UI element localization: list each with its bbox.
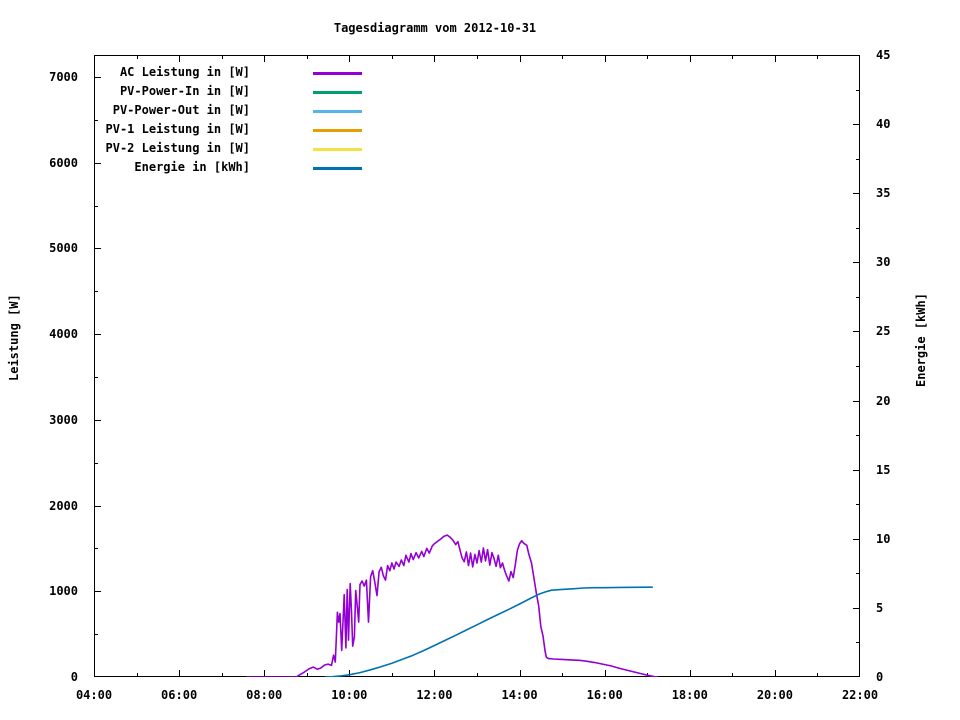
- y-tick-label: 0: [876, 670, 884, 684]
- plot-svg: [94, 55, 861, 678]
- y-tick-label: 4000: [49, 327, 78, 342]
- x-tick-label: 16:00: [586, 688, 623, 702]
- y-tick-label: 20: [876, 393, 891, 408]
- x-tick-label: 18:00: [671, 688, 708, 702]
- legend-line-swatch: [313, 91, 362, 94]
- x-tick-label: 04:00: [75, 688, 113, 702]
- y-tick-label: 25: [876, 324, 891, 339]
- y-tick-label: 2000: [49, 498, 78, 513]
- legend-label: PV-1 Leistung in [W]: [105, 122, 251, 136]
- y-tick-label: 40: [876, 117, 891, 132]
- x-tick-label: 12:00: [416, 688, 453, 702]
- legend-label: AC Leistung in [W]: [119, 65, 250, 79]
- x-tick-label: 14:00: [501, 688, 538, 702]
- chart-title: Tagesdiagramm vom 2012-10-31: [333, 21, 537, 35]
- legend-label: Energie in [kWh]: [134, 160, 250, 174]
- x-tick-label: 22:00: [841, 688, 879, 702]
- y-tick-label: 1000: [49, 584, 78, 599]
- y-tick-label: 0: [70, 670, 78, 684]
- x-tick-label: 08:00: [246, 688, 283, 702]
- y-tick-label: 5: [876, 600, 884, 615]
- legend-line-swatch: [313, 167, 362, 170]
- x-tick-label: 10:00: [331, 688, 368, 702]
- series-line: [324, 586, 653, 678]
- y-tick-label: 15: [876, 462, 891, 477]
- y-tick-label: 6000: [49, 155, 78, 170]
- y-tick-label: 10: [876, 531, 891, 546]
- y-tick-label: 5000: [49, 241, 78, 256]
- y-tick-label: 30: [876, 255, 891, 270]
- y-tick-label: 7000: [49, 70, 78, 85]
- x-tick-label: 20:00: [756, 688, 793, 702]
- legend-line-swatch: [313, 148, 362, 151]
- legend-label: PV-2 Leistung in [W]: [105, 141, 251, 155]
- legend-label: PV-Power-In in [W]: [119, 84, 250, 98]
- plot-area: [94, 55, 861, 678]
- y-tick-label: 45: [876, 48, 891, 62]
- legend-line-swatch: [313, 72, 362, 75]
- legend-line-swatch: [313, 110, 362, 113]
- series-line: [246, 534, 658, 678]
- y-tick-label: 3000: [49, 412, 78, 427]
- y-tick-label: 35: [876, 186, 891, 201]
- legend-label: PV-Power-Out in [W]: [112, 103, 250, 117]
- legend-line-swatch: [313, 129, 362, 132]
- x-tick-label: 06:00: [161, 688, 198, 702]
